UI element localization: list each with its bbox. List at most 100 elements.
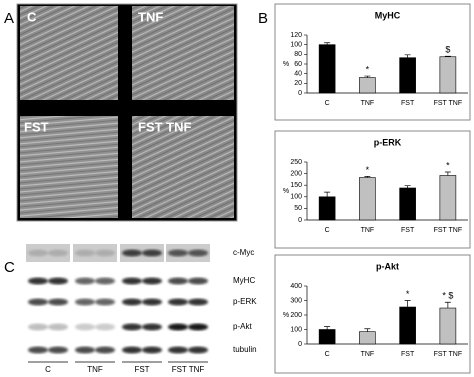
x-tick-label: FST: [401, 100, 415, 107]
panel-label: C: [4, 259, 15, 276]
blot-band: [95, 298, 115, 306]
blot-band: [122, 249, 142, 257]
error-bar: [444, 171, 451, 176]
blot-band: [75, 346, 95, 354]
blot-band: [75, 249, 95, 257]
bar: [439, 175, 457, 221]
blot-band: [28, 298, 48, 306]
bar: [359, 77, 376, 94]
blot-band: [122, 346, 142, 354]
error-bar: [364, 328, 371, 332]
chart-title: MyHC: [375, 10, 401, 20]
annotation: *: [446, 160, 450, 170]
x-tick-label: TNF: [361, 351, 375, 358]
blot-lane-label: FST: [134, 365, 149, 374]
y-tick-label: 40: [294, 71, 302, 78]
bar: [439, 56, 457, 94]
micrograph-label: TNF: [138, 9, 163, 24]
blot-row-label: c-Myc: [233, 248, 254, 257]
blot-lane-label: FST TNF: [172, 365, 205, 374]
blot-band: [122, 277, 142, 285]
x-tick-label: FST TNF: [434, 100, 463, 107]
micrograph: [132, 6, 234, 100]
chart-frame: [274, 3, 471, 121]
x-tick-label: C: [325, 227, 330, 234]
bar: [318, 329, 336, 345]
annotation: *: [406, 289, 410, 299]
micrograph-label: FST: [24, 119, 49, 134]
y-tick-label: 80: [294, 51, 302, 58]
blot-band: [122, 323, 142, 331]
bar: [399, 57, 416, 94]
y-tick-label: 120: [290, 32, 302, 39]
blot-band: [188, 277, 208, 285]
blot-band: [142, 277, 162, 285]
error-bar: [364, 75, 371, 78]
blot-band: [95, 249, 115, 257]
blot-band: [142, 346, 162, 354]
y-tick-label: 20: [294, 80, 302, 87]
error-bar: [364, 176, 371, 178]
chart-title: p-Akt: [376, 261, 399, 271]
blot-row-label: tubulin: [233, 345, 257, 354]
blot-lane-label: C: [45, 365, 51, 374]
blot-band: [75, 323, 95, 331]
micrograph: [132, 116, 234, 218]
x-tick-label: TNF: [361, 227, 375, 234]
bar: [399, 187, 416, 221]
blot-band: [168, 346, 188, 354]
micrograph-label: C: [27, 9, 37, 24]
blot-band: [28, 323, 48, 331]
blot-band: [168, 323, 188, 331]
annotation: * $: [442, 291, 453, 301]
blot-band: [48, 323, 68, 331]
bar: [318, 196, 336, 221]
y-tick-label: 250: [290, 159, 302, 166]
blot-lane-label: TNF: [87, 365, 103, 374]
blot-band: [188, 346, 208, 354]
blot-band: [168, 249, 188, 257]
micrograph: [20, 6, 118, 100]
y-axis-label: %: [283, 312, 289, 319]
blot-band: [188, 298, 208, 306]
panel-label: A: [4, 10, 14, 27]
blot-band: [48, 298, 68, 306]
x-tick-label: TNF: [361, 100, 375, 107]
chart-title: p-ERK: [374, 137, 402, 147]
error-bar: [404, 300, 411, 308]
blot-row-label: p-ERK: [233, 297, 257, 306]
annotation: *: [366, 165, 370, 175]
blot-band: [28, 277, 48, 285]
x-tick-label: FST TNF: [434, 227, 463, 234]
blot-band: [95, 346, 115, 354]
blot-band: [48, 249, 68, 257]
micrograph-label: FST TNF: [138, 119, 191, 134]
blot-band: [48, 277, 68, 285]
error-bar: [404, 54, 411, 58]
y-tick-label: 0: [298, 341, 302, 348]
y-tick-label: 0: [298, 217, 302, 224]
error-bar: [324, 326, 331, 330]
x-tick-label: C: [325, 100, 330, 107]
annotation: $: [445, 45, 450, 55]
blot-band: [188, 323, 208, 331]
blot-row-label: MyHC: [233, 276, 255, 285]
y-tick-label: 100: [290, 42, 302, 49]
bar: [399, 306, 416, 345]
blot-band: [188, 249, 208, 257]
bar: [318, 44, 336, 94]
blot-band: [168, 277, 188, 285]
x-tick-label: FST TNF: [434, 351, 463, 358]
y-axis-label: %: [283, 61, 289, 68]
bar: [439, 307, 457, 345]
error-bar: [404, 185, 411, 188]
y-tick-label: 100: [290, 326, 302, 333]
blot-band: [168, 298, 188, 306]
error-bar: [444, 301, 451, 309]
bar: [359, 177, 376, 221]
chart-frame: [274, 254, 471, 374]
error-bar: [324, 42, 331, 45]
error-bar: [324, 191, 331, 197]
y-tick-label: 300: [290, 297, 302, 304]
y-tick-label: 0: [298, 90, 302, 97]
